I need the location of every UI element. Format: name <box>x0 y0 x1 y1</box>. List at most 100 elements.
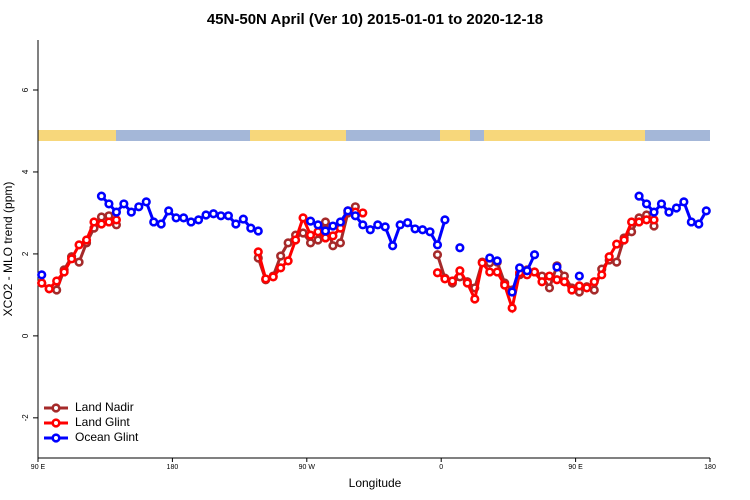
data-point <box>432 240 443 250</box>
data-point <box>89 217 99 227</box>
data-point <box>656 199 667 209</box>
data-point <box>276 251 286 261</box>
data-point <box>298 228 308 238</box>
data-point <box>291 235 301 245</box>
data-point <box>313 220 323 230</box>
data-point <box>81 235 92 245</box>
y-tick-label: 6 <box>21 87 30 92</box>
data-point <box>552 262 562 272</box>
data-point <box>253 247 263 257</box>
data-point <box>582 283 592 293</box>
data-point <box>694 219 704 229</box>
data-point <box>246 223 256 233</box>
y-tick-label: -2 <box>21 414 30 422</box>
data-point <box>231 219 241 229</box>
data-point <box>537 277 547 287</box>
data-point <box>395 220 405 230</box>
data-point <box>507 303 517 313</box>
data-point <box>66 254 77 264</box>
data-point <box>186 217 196 227</box>
data-point <box>604 252 614 262</box>
data-point <box>305 230 316 240</box>
data-point <box>44 284 54 294</box>
data-point <box>380 222 390 232</box>
data-point <box>320 233 331 243</box>
data-point <box>403 218 413 228</box>
data-point <box>156 219 166 229</box>
data-point <box>358 220 368 230</box>
data-point <box>522 266 532 276</box>
data-point <box>529 250 540 260</box>
data-point <box>388 241 398 251</box>
data-point <box>268 272 278 282</box>
data-point <box>612 257 622 267</box>
data-point <box>619 235 629 245</box>
data-point <box>335 217 346 227</box>
data-point <box>574 271 584 281</box>
x-tick-label: 90 E <box>31 464 46 471</box>
data-point <box>328 241 338 251</box>
data-point <box>455 243 465 253</box>
data-point <box>462 278 472 288</box>
data-point <box>447 276 458 286</box>
data-point <box>455 266 465 276</box>
x-tick-label: 0 <box>439 464 443 471</box>
data-point <box>328 221 338 231</box>
data-point <box>74 257 84 267</box>
x-tick-label: 180 <box>704 464 716 471</box>
x-axis-label: Longitude <box>349 476 402 490</box>
data-point <box>298 213 308 223</box>
x-tick-label: 90 W <box>299 464 316 471</box>
data-point <box>119 199 129 209</box>
data-point <box>544 283 555 293</box>
data-point <box>283 238 293 248</box>
data-point <box>37 270 47 280</box>
data-point <box>574 281 584 291</box>
x-tick-label: 90 E <box>568 464 583 471</box>
data-point <box>641 199 652 209</box>
map-strip <box>38 130 710 141</box>
data-point <box>59 267 69 277</box>
data-point <box>701 206 711 216</box>
data-point <box>417 225 428 235</box>
data-point <box>485 253 495 263</box>
data-point <box>276 263 286 273</box>
data-point <box>589 277 599 287</box>
data-point <box>529 267 540 277</box>
data-point <box>373 220 383 230</box>
data-point <box>649 215 659 225</box>
data-point <box>477 258 487 268</box>
data-point <box>365 225 375 235</box>
data-point <box>567 285 577 295</box>
data-point <box>261 274 271 284</box>
data-point <box>440 274 450 284</box>
y-axis-label: XCO2 - MLO trend (ppm) <box>1 182 15 317</box>
data-point <box>686 217 696 227</box>
data-point <box>201 210 211 220</box>
data-point <box>634 217 644 227</box>
data-point <box>664 207 674 217</box>
data-point <box>193 215 204 225</box>
data-point <box>149 217 159 227</box>
legend-marker <box>51 433 61 443</box>
data-point <box>485 267 495 277</box>
y-tick-label: 0 <box>21 333 30 338</box>
data-point <box>440 215 450 225</box>
data-point <box>343 206 353 216</box>
data-point <box>313 227 323 237</box>
data-point <box>171 213 181 223</box>
data-point <box>164 206 174 216</box>
data-point <box>134 202 144 212</box>
data-point <box>432 250 443 260</box>
data-point <box>216 211 226 221</box>
data-point <box>111 207 121 217</box>
data-point <box>514 263 525 273</box>
data-point <box>104 217 114 227</box>
data-point <box>507 287 517 297</box>
data-point <box>589 285 599 295</box>
data-point <box>649 207 659 217</box>
legend-label: Land Glint <box>75 415 130 429</box>
data-point <box>126 207 136 217</box>
data-point <box>679 197 689 207</box>
legend-marker <box>51 403 61 413</box>
